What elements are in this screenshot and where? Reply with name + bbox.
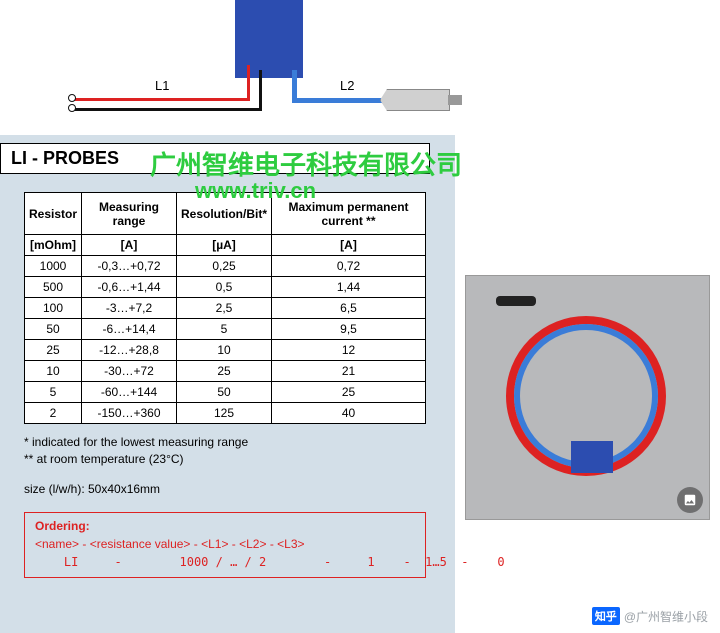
table-row: 500-0,6…+1,440,51,44 — [25, 277, 426, 298]
size-note: size (l/w/h): 50x40x16mm — [24, 482, 455, 496]
title-text: LI - PROBES — [11, 148, 119, 168]
th-unit-a1: [A] — [82, 235, 177, 256]
attribution: 知乎 @广州智维小段 — [592, 607, 708, 625]
main-panel: LI - PROBES Resistor Measuring range Res… — [0, 135, 455, 633]
spec-table: Resistor Measuring range Resolution/Bit*… — [24, 192, 426, 424]
photo-plug — [496, 296, 536, 306]
l1-label: L1 — [155, 78, 169, 93]
table-row: 5-60…+1445025 — [25, 382, 426, 403]
ordering-template: <name> - <resistance value> - <L1> - <L2… — [35, 537, 305, 551]
l2-label: L2 — [340, 78, 354, 93]
watermark-url: www.triv.cn — [195, 178, 316, 204]
image-icon[interactable] — [677, 487, 703, 513]
wire-blue — [295, 98, 385, 103]
th-unit-mohm: [mOhm] — [25, 235, 82, 256]
footnotes: * indicated for the lowest measuring ran… — [24, 434, 455, 468]
th-unit-ua: [µA] — [177, 235, 272, 256]
ordering-title: Ordering: — [35, 519, 90, 533]
table-row: 2-150…+36012540 — [25, 403, 426, 424]
table-row: 50-6…+14,459,5 — [25, 319, 426, 340]
wire-black-vert — [259, 70, 262, 111]
photo-probe-box — [571, 441, 613, 473]
wire-black — [75, 108, 262, 111]
attribution-text: @广州智维小段 — [624, 608, 708, 625]
watermark-company: 广州智维电子科技有限公司 — [150, 145, 462, 182]
footnote-1: * indicated for the lowest measuring ran… — [24, 434, 455, 451]
th-range: Measuring range — [82, 193, 177, 235]
probe-module-box — [235, 0, 303, 78]
spec-table-body: 1000-0,3…+0,720,250,72 500-0,6…+1,440,51… — [25, 256, 426, 424]
wiring-diagram: L1 L2 — [30, 0, 490, 135]
zhihu-logo: 知乎 — [592, 607, 620, 625]
table-row: 10-30…+722521 — [25, 361, 426, 382]
product-photo[interactable] — [465, 275, 710, 520]
ordering-box: Ordering: <name> - <resistance value> - … — [24, 512, 426, 578]
footnote-2: ** at room temperature (23°C) — [24, 451, 455, 468]
table-row: 1000-0,3…+0,720,250,72 — [25, 256, 426, 277]
wire-red-vert — [247, 65, 250, 101]
th-resistor: Resistor — [25, 193, 82, 235]
wire-red — [75, 98, 250, 101]
terminal-1 — [68, 94, 76, 102]
table-row: 100-3…+7,22,56,5 — [25, 298, 426, 319]
ordering-example: LI - 1000 / … / 2 - 1 - 1…5 - 0 — [35, 555, 505, 569]
connector-tip — [448, 95, 462, 105]
terminal-2 — [68, 104, 76, 112]
connector-body — [380, 89, 450, 111]
th-unit-a2: [A] — [272, 235, 426, 256]
table-row: 25-12…+28,81012 — [25, 340, 426, 361]
